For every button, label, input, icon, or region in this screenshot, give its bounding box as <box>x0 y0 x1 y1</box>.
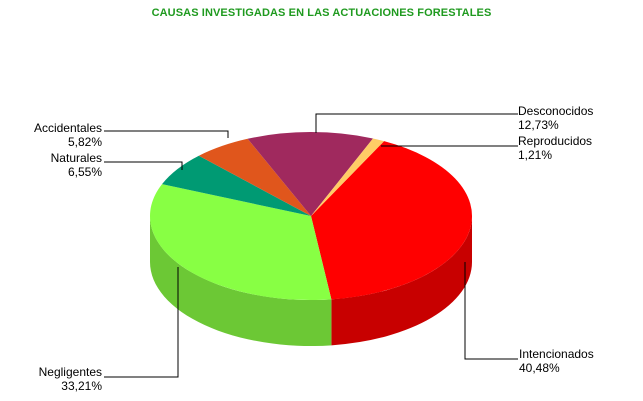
label-naturales: Naturales 6,55% <box>30 151 102 179</box>
label-negligentes: Negligentes 33,21% <box>20 365 102 393</box>
leader-line-accidentales <box>104 131 228 138</box>
leader-line-desconocidos <box>316 114 518 133</box>
label-intencionados-name: Intencionados <box>519 347 594 361</box>
label-naturales-name: Naturales <box>51 151 102 165</box>
label-reproducidos-name: Reproducidos <box>518 134 592 148</box>
leader-line-intencionados <box>465 262 518 359</box>
label-negligentes-name: Negligentes <box>39 365 102 379</box>
label-accidentales: Accidentales 5,82% <box>30 121 102 149</box>
leader-line-naturales <box>104 162 182 170</box>
label-reproducidos-value: 1,21% <box>518 148 592 162</box>
label-accidentales-value: 5,82% <box>30 135 102 149</box>
label-desconocidos-value: 12,73% <box>518 118 593 132</box>
label-reproducidos: Reproducidos 1,21% <box>518 134 592 162</box>
label-intencionados: Intencionados 40,48% <box>519 347 594 375</box>
label-intencionados-value: 40,48% <box>519 361 594 375</box>
label-naturales-value: 6,55% <box>30 165 102 179</box>
label-desconocidos: Desconocidos 12,73% <box>518 104 593 132</box>
label-accidentales-name: Accidentales <box>34 121 102 135</box>
label-desconocidos-name: Desconocidos <box>518 104 593 118</box>
label-negligentes-value: 33,21% <box>20 379 102 393</box>
